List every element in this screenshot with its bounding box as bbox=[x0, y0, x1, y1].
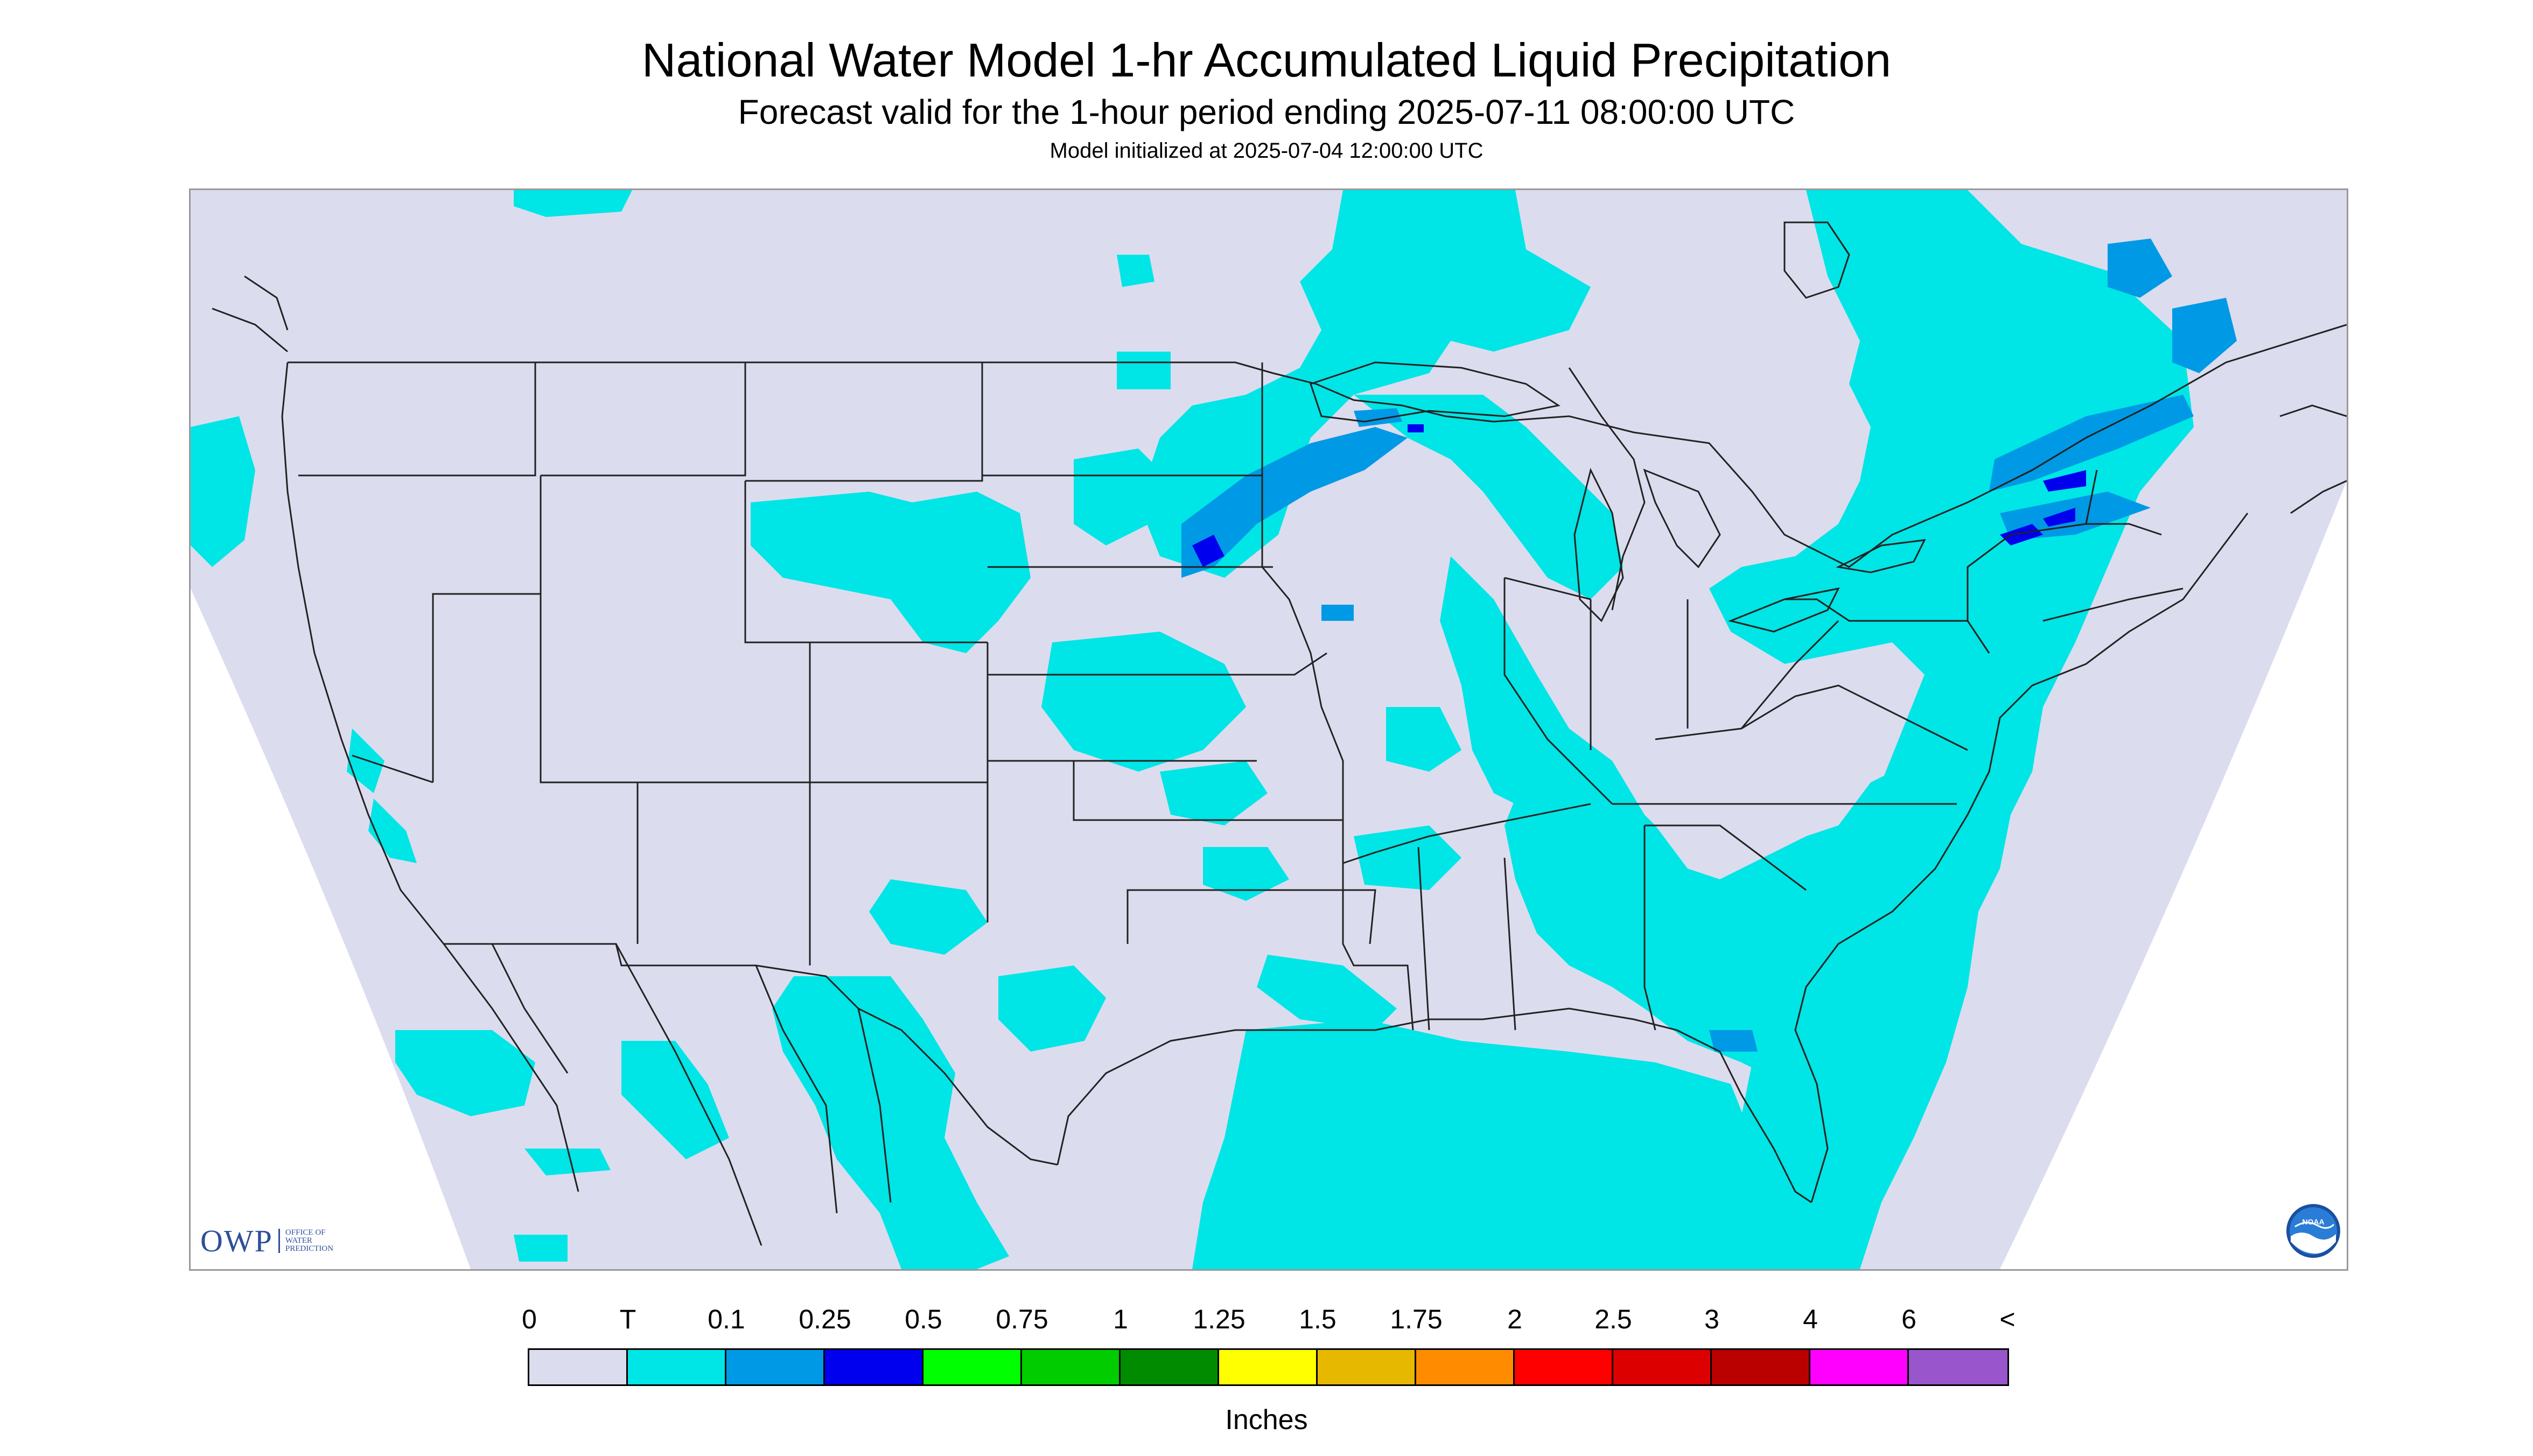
precip-light-areas bbox=[1181, 239, 2237, 1052]
outside-projection-right bbox=[2000, 481, 2347, 1269]
noaa-logo-text: NOAA bbox=[2302, 1217, 2324, 1226]
precip-moderate-areas bbox=[1192, 424, 2086, 567]
outside-projection-left bbox=[191, 589, 471, 1269]
owp-logo-mark: OWP bbox=[200, 1223, 273, 1258]
legend-swatch bbox=[1810, 1350, 1909, 1384]
legend-swatch bbox=[1515, 1350, 1613, 1384]
noaa-logo-icon: NOAA bbox=[2285, 1203, 2341, 1259]
legend-swatch bbox=[1219, 1350, 1318, 1384]
forecast-valid-subtitle: Forecast valid for the 1-hour period end… bbox=[738, 93, 1795, 131]
legend-swatch bbox=[529, 1350, 628, 1384]
legend-tick-label: 4 bbox=[1803, 1304, 1818, 1334]
legend-tick-label: T bbox=[619, 1304, 636, 1334]
legend-tick-label: 3 bbox=[1704, 1304, 1719, 1334]
legend-tick-label: 1.5 bbox=[1299, 1304, 1337, 1334]
legend-swatch bbox=[1613, 1350, 1712, 1384]
legend-tick-label: 0 bbox=[522, 1304, 537, 1334]
legend-tick-label: 1 bbox=[1113, 1304, 1128, 1334]
precipitation-map bbox=[189, 188, 2348, 1271]
legend-tick-label: 0.5 bbox=[905, 1304, 942, 1334]
legend-tick-label: 1.75 bbox=[1390, 1304, 1443, 1334]
precip-trace-areas bbox=[191, 190, 2194, 1269]
legend-tick-label: 0.1 bbox=[708, 1304, 745, 1334]
legend-swatch bbox=[1121, 1350, 1219, 1384]
legend-tick-label: < bbox=[1999, 1304, 2016, 1334]
legend-swatch bbox=[923, 1350, 1022, 1384]
great-lakes bbox=[1310, 361, 1926, 633]
owp-logo-text: OFFICE OF WATER PREDICTION bbox=[278, 1228, 333, 1253]
legend-swatch bbox=[825, 1350, 923, 1384]
legend-swatch bbox=[1318, 1350, 1416, 1384]
legend-tick-label: 2 bbox=[1507, 1304, 1522, 1334]
legend-color-bar bbox=[528, 1348, 2009, 1386]
legend-tick-label: 2.5 bbox=[1594, 1304, 1632, 1334]
legend-tick-label: 6 bbox=[1901, 1304, 1916, 1334]
legend-tick-label: 0.25 bbox=[799, 1304, 851, 1334]
legend-swatch bbox=[726, 1350, 825, 1384]
legend-swatch bbox=[628, 1350, 726, 1384]
legend-swatch bbox=[1022, 1350, 1121, 1384]
legend-swatch bbox=[1712, 1350, 1810, 1384]
legend-swatch bbox=[1909, 1350, 2007, 1384]
map-title: National Water Model 1-hr Accumulated Li… bbox=[641, 33, 1892, 87]
legend-units-label: Inches bbox=[1225, 1404, 1308, 1436]
legend-tick-label: 1.25 bbox=[1193, 1304, 1245, 1334]
legend-tick-label: 0.75 bbox=[996, 1304, 1048, 1334]
owp-logo: OWP OFFICE OF WATER PREDICTION bbox=[200, 1223, 333, 1258]
model-init-line: Model initialized at 2025-07-04 12:00:00… bbox=[1049, 139, 1484, 163]
legend-swatch bbox=[1416, 1350, 1515, 1384]
